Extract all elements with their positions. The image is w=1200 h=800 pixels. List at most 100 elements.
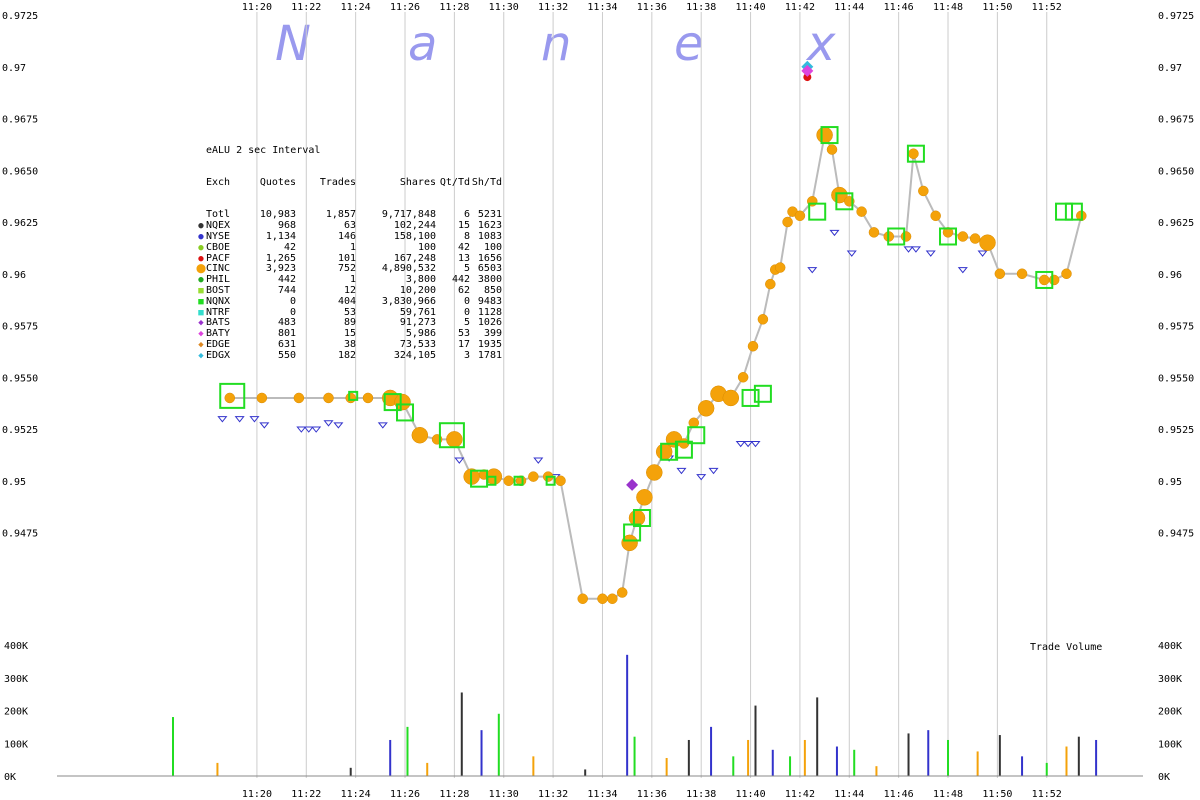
legend-cell-exch: NTRF xyxy=(206,306,231,318)
volume-bar xyxy=(665,757,668,776)
legend-cell-trades: 12 xyxy=(343,284,356,296)
x-tick-label: 11:42 xyxy=(785,789,815,800)
nyse-bid-marker xyxy=(303,426,314,433)
volume-tick-label: 100K xyxy=(4,739,28,750)
volume-bar xyxy=(480,730,483,776)
cinc-trade-marker xyxy=(774,262,786,273)
volume-bar xyxy=(998,735,1001,776)
legend-cell-quotes: 631 xyxy=(277,338,296,350)
watermark-letter: x xyxy=(805,16,836,72)
x-tick-label: 11:32 xyxy=(538,789,568,800)
x-tick-label: 11:30 xyxy=(489,2,519,13)
nqnx-trade-marker xyxy=(632,509,651,528)
legend-symbol-icon: ■ xyxy=(198,296,204,307)
volume-bar xyxy=(754,705,757,776)
legend-cell-qttd: 62 xyxy=(457,284,470,296)
legend-cell-qttd: 15 xyxy=(457,220,470,232)
volume-bar xyxy=(875,766,878,776)
nqnx-trade-marker xyxy=(1035,270,1054,289)
volume-bar xyxy=(406,726,409,776)
x-tick-label: 11:40 xyxy=(736,789,766,800)
nqnx-trade-marker xyxy=(486,475,497,486)
legend-cell-trades: 15 xyxy=(343,328,356,340)
volume-tick-label: 400K xyxy=(1158,641,1182,652)
legend-cell-quotes: 1,265 xyxy=(265,252,296,264)
price-tick-label: 0.9525 xyxy=(2,425,38,436)
nqnx-trade-marker xyxy=(835,192,854,211)
watermark-letter: a xyxy=(408,16,437,72)
cinc-trade-marker xyxy=(994,268,1006,279)
legend-row: ◆ BATS 483 89 91,273 5 1026 xyxy=(196,318,502,329)
legend-row: ■ BOST 744 12 10,200 62 850 xyxy=(196,284,502,297)
cinc-trade-marker xyxy=(737,372,749,383)
legend-cell-shares: 3,830,966 xyxy=(381,295,436,307)
nqnx-trade-marker xyxy=(939,227,958,246)
legend-cell-shtd: 100 xyxy=(483,241,502,253)
nyse-bid-marker xyxy=(454,457,465,464)
cinc-trade-marker xyxy=(446,431,463,448)
legend-cell-shtd: 850 xyxy=(483,284,502,296)
legend-symbol-icon: ● xyxy=(198,231,204,242)
price-tick-label: 0.96 xyxy=(1158,270,1182,281)
cinc-trade-marker xyxy=(1061,268,1072,279)
volume-bar xyxy=(835,746,838,776)
legend-cell-shtd: 3800 xyxy=(477,274,502,286)
volume-bar xyxy=(1077,736,1080,776)
nyse-bid-marker xyxy=(750,440,761,448)
legend-cell-quotes: 1,134 xyxy=(265,230,296,242)
volume-bar xyxy=(947,739,950,776)
legend-cell-shtd: 1623 xyxy=(477,220,502,232)
cinc-trade-marker xyxy=(411,426,429,444)
price-tick-label: 0.9675 xyxy=(1158,115,1194,126)
price-tick-label: 0.9650 xyxy=(2,166,38,177)
exchange-special-markers xyxy=(626,60,814,491)
legend-cell-shares: 91,273 xyxy=(399,317,436,329)
x-tick-label: 11:22 xyxy=(291,2,321,13)
x-tick-label: 11:44 xyxy=(834,2,864,13)
legend-cell-shares: 167,248 xyxy=(393,252,436,264)
nqnx-trade-marker xyxy=(396,403,415,422)
legend-symbol-icon: ● xyxy=(198,253,204,264)
nyse-bid-marker xyxy=(296,426,307,433)
nyse-bid-marker xyxy=(807,267,818,274)
legend-cell-quotes: 0 xyxy=(289,306,296,318)
x-tick-label: 11:32 xyxy=(538,2,568,13)
nqnx-trade-marker xyxy=(219,382,246,409)
x-tick-label: 11:46 xyxy=(884,2,914,13)
nyse-bid-marker xyxy=(903,246,914,253)
legend-row: ● NYSE 1,134 146 158,100 8 1083 xyxy=(196,230,502,243)
nyse-bid-marker xyxy=(696,474,707,481)
cinc-trade-marker xyxy=(868,227,880,238)
nqnx-trade-marker xyxy=(660,442,679,461)
cinc-trade-marker xyxy=(826,144,838,155)
legend-cell-shtd: 1781 xyxy=(477,349,502,361)
nqnx-trade-marker xyxy=(513,475,524,486)
volume-bar xyxy=(626,654,629,776)
legend-cell-exch: BATY xyxy=(206,328,231,340)
legend-cell-exch: Totl xyxy=(206,209,231,221)
volume-bar xyxy=(976,751,979,776)
x-tick-label: 11:24 xyxy=(341,789,371,800)
trade-volume-bars xyxy=(57,654,1143,777)
legend-cell-trades: 89 xyxy=(343,317,356,329)
price-tick-label: 0.9475 xyxy=(1158,529,1194,540)
legend-cell-qttd: 5 xyxy=(463,263,470,275)
legend-cell-qttd: 0 xyxy=(463,295,470,307)
cinc-trade-marker xyxy=(747,340,759,352)
x-tick-label: 11:28 xyxy=(439,2,469,13)
legend-header-row: Exch Quotes Trades Shares Qt/Td Sh/Td xyxy=(206,176,502,188)
cinc-trade-marker xyxy=(900,231,912,242)
baty-marker xyxy=(801,64,814,77)
cinc-trade-marker xyxy=(362,392,374,404)
volume-bar xyxy=(349,767,352,776)
legend-symbol-icon: ◆ xyxy=(198,329,204,340)
price-tick-label: 0.9550 xyxy=(1158,373,1194,384)
legend-cell-shares: 9,717,848 xyxy=(381,209,436,221)
legend-cell-qttd: 0 xyxy=(463,306,470,318)
nyse-bid-marker xyxy=(910,246,921,253)
volume-tick-label: 300K xyxy=(1158,674,1182,685)
cinc-trade-marker xyxy=(794,210,806,222)
cinc-trade-marker xyxy=(856,206,867,217)
legend-cell-shtd: 1083 xyxy=(477,230,502,242)
